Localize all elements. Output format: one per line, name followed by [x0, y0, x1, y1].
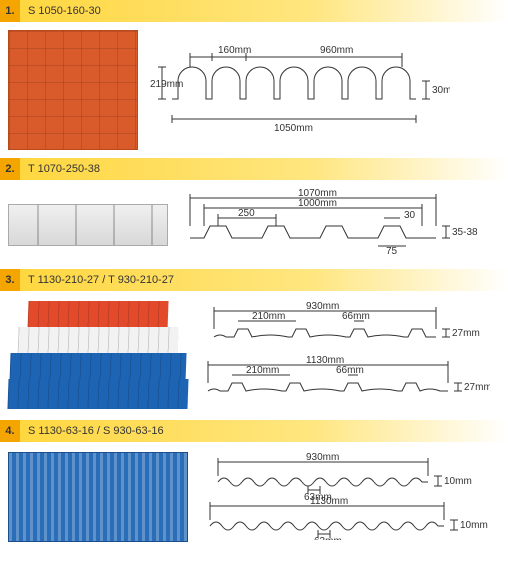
dim-total-4a: 930mm: [306, 452, 339, 463]
dim-total-1: 1050mm: [274, 123, 313, 134]
profile-svg-1: 160mm 960mm 1050mm 219mm 30mm: [150, 39, 450, 139]
dim-total-4b: 1130mm: [310, 496, 348, 507]
profile-svg-3: 930mm 210mm 66mm 27mm 1130mm 210mm 66mm …: [200, 299, 490, 409]
content-2: 1070mm 1000mm 250 30 75 35-38: [0, 188, 508, 261]
title-2: T 1070-250-38: [20, 158, 508, 180]
content-3: 930mm 210mm 66mm 27mm 1130mm 210mm 66mm …: [0, 299, 508, 412]
content-1: 160mm 960mm 1050mm 219mm 30mm: [0, 30, 508, 150]
title-1: S 1050-160-30: [20, 0, 508, 22]
section-2: 2. T 1070-250-38: [0, 158, 508, 261]
dim-cover-2: 1000mm: [298, 198, 337, 209]
profile-svg-4: 930mm 63mm 10mm 1130mm 63mm 10mm: [200, 450, 490, 540]
tile-layered: [8, 301, 188, 411]
dim-base-2: 75: [386, 246, 398, 257]
diagram-2: 1070mm 1000mm 250 30 75 35-38: [180, 188, 500, 261]
product-image-4: [8, 452, 188, 542]
dim-h1: 219mm: [150, 79, 183, 90]
section-3: 3. T 1130-210-27 / T 930-210-27: [0, 269, 508, 412]
section-4: 4. S 1130-63-16 / S 930-63-16: [0, 420, 508, 543]
dim-rib-2: 35-38: [452, 227, 478, 238]
title-4: S 1130-63-16 / S 930-63-16: [20, 420, 508, 442]
dim-rib-1: 30mm: [432, 85, 450, 96]
header-3: 3. T 1130-210-27 / T 930-210-27: [0, 269, 508, 291]
dim-crest-3a: 66mm: [342, 311, 370, 322]
dim-crest-3b: 66mm: [336, 365, 364, 376]
tile-white-trapezoid: [8, 204, 168, 246]
badge-1: 1.: [0, 0, 20, 22]
diagram-1: 160mm 960mm 1050mm 219mm 30mm: [150, 39, 500, 142]
dim-crest-2: 30: [404, 210, 416, 221]
diagram-3: 930mm 210mm 66mm 27mm 1130mm 210mm 66mm …: [200, 299, 500, 412]
layer-blue-2: [7, 379, 188, 409]
diagram-4: 930mm 63mm 10mm 1130mm 63mm 10mm: [200, 450, 500, 543]
header-1: 1. S 1050-160-30: [0, 0, 508, 22]
badge-2: 2.: [0, 158, 20, 180]
profile-svg-2: 1070mm 1000mm 250 30 75 35-38: [180, 188, 490, 258]
badge-4: 4.: [0, 420, 20, 442]
section-1: 1. S 1050-160-30: [0, 0, 508, 150]
product-image-2: [8, 204, 168, 246]
title-3: T 1130-210-27 / T 930-210-27: [20, 269, 508, 291]
dim-rib-4b: 10mm: [460, 520, 488, 531]
dim-pitch-4b: 63mm: [314, 536, 342, 540]
content-4: 930mm 63mm 10mm 1130mm 63mm 10mm: [0, 450, 508, 543]
header-2: 2. T 1070-250-38: [0, 158, 508, 180]
layer-blue-1: [9, 353, 186, 383]
dim-pitch-2: 250: [238, 208, 255, 219]
layer-red: [27, 301, 168, 331]
tile-corrugated-blue: [8, 452, 188, 542]
dim-rib-3a: 27mm: [452, 328, 480, 339]
dim-total-3a: 930mm: [306, 301, 339, 312]
badge-3: 3.: [0, 269, 20, 291]
product-image-3: [8, 301, 188, 411]
dim-pitch-3a: 210mm: [252, 311, 285, 322]
dim-cover-1: 960mm: [320, 45, 353, 56]
product-image-1: [8, 30, 138, 150]
dim-rib-4a: 10mm: [444, 476, 472, 487]
layer-white: [17, 327, 178, 357]
dim-rib-3b: 27mm: [464, 382, 490, 393]
tile-terracotta: [8, 30, 138, 150]
dim-pitch-1: 160mm: [218, 45, 251, 56]
dim-pitch-3b: 210mm: [246, 365, 279, 376]
header-4: 4. S 1130-63-16 / S 930-63-16: [0, 420, 508, 442]
